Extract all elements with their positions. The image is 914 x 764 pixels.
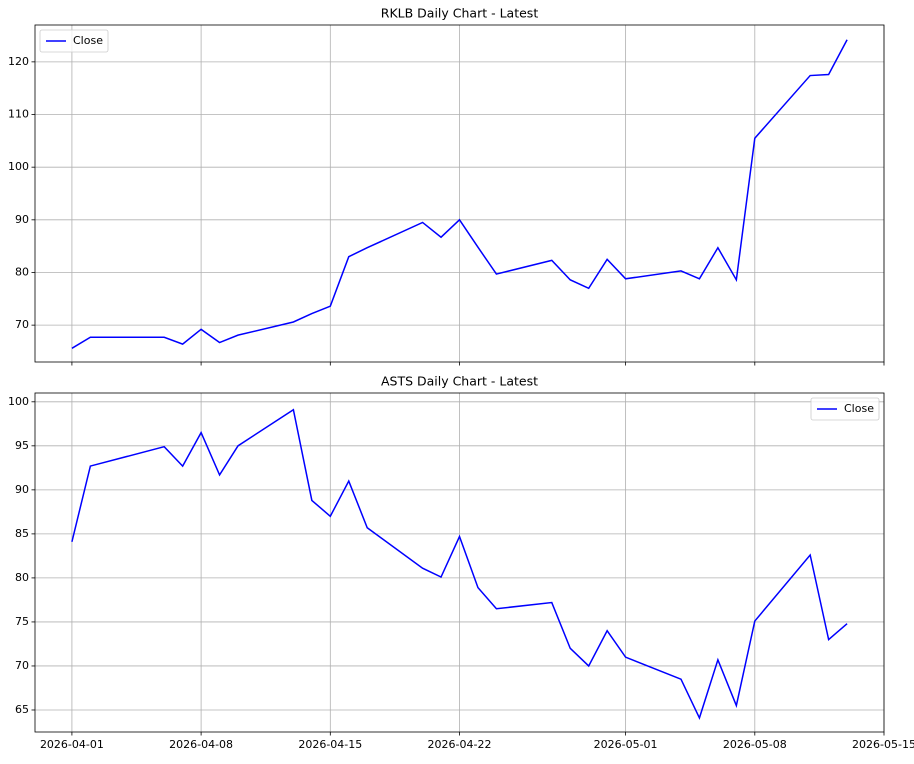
legend-label: Close (844, 402, 874, 415)
legend-label: Close (73, 34, 103, 47)
y-tick-label: 70 (15, 659, 29, 672)
plot-frame (34, 392, 885, 733)
y-tick-label: 90 (15, 483, 29, 496)
x-tick-label: 2026-05-01 (594, 738, 658, 751)
x-tick-label: 2026-04-22 (428, 738, 492, 751)
legend-box (810, 397, 880, 421)
y-tick-label: 100 (8, 395, 29, 408)
legend-box (39, 29, 109, 53)
x-tick-label: 2026-04-15 (298, 738, 362, 751)
y-tick-label: 70 (15, 318, 29, 331)
series-line (71, 408, 848, 720)
series-line (71, 39, 848, 349)
x-tick-label: 2026-05-15 (852, 738, 914, 751)
x-tick-label: 2026-04-08 (169, 738, 233, 751)
y-tick-label: 85 (15, 527, 29, 540)
x-tick-label: 2026-05-08 (723, 738, 787, 751)
y-tick-label: 100 (8, 160, 29, 173)
y-tick-label: 65 (15, 703, 29, 716)
chart-title: RKLB Daily Chart - Latest (381, 6, 539, 21)
y-tick-label: 95 (15, 439, 29, 452)
chart-title: ASTS Daily Chart - Latest (381, 374, 538, 389)
y-tick-label: 90 (15, 213, 29, 226)
y-tick-label: 80 (15, 265, 29, 278)
y-tick-label: 120 (8, 55, 29, 68)
x-tick-label: 2026-04-01 (40, 738, 104, 751)
plot-frame (34, 24, 885, 363)
y-tick-label: 75 (15, 615, 29, 628)
y-tick-label: 80 (15, 571, 29, 584)
y-tick-label: 110 (8, 108, 29, 121)
